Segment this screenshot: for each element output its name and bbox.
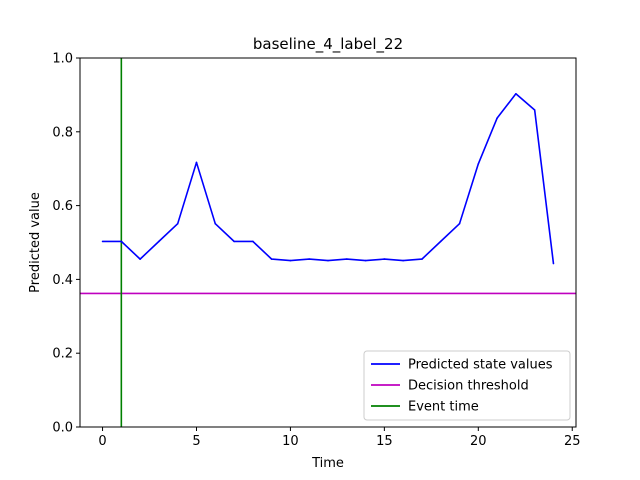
data-point bbox=[345, 258, 348, 260]
data-point bbox=[552, 262, 555, 265]
x-axis-ticks: 0 5 10 15 20 25 bbox=[98, 427, 581, 449]
chart-title: baseline_4_label_22 bbox=[253, 35, 403, 54]
x-axis-label: Time bbox=[311, 456, 344, 471]
data-point bbox=[327, 259, 329, 262]
data-point bbox=[402, 259, 404, 262]
x-tick-label: 15 bbox=[376, 434, 393, 449]
data-point bbox=[533, 109, 536, 111]
x-tick-label: 25 bbox=[564, 434, 581, 449]
legend-label: Predicted state values bbox=[408, 358, 553, 373]
y-tick-label: 1.0 bbox=[52, 52, 73, 67]
legend: Predicted state values Decision threshold… bbox=[363, 350, 571, 421]
data-point bbox=[364, 259, 367, 262]
data-point bbox=[496, 117, 498, 119]
legend-box bbox=[363, 350, 571, 421]
plot-frame bbox=[79, 57, 577, 428]
y-axis-label: Predicted value bbox=[28, 192, 43, 293]
chart-marks bbox=[80, 58, 576, 427]
data-point bbox=[139, 258, 141, 260]
y-tick-label: 0.2 bbox=[52, 347, 73, 362]
y-tick-label: 0.4 bbox=[52, 273, 73, 288]
x-tick-label: 0 bbox=[98, 434, 106, 449]
data-point bbox=[214, 222, 217, 225]
y-tick-label: 0.6 bbox=[52, 199, 73, 214]
data-point bbox=[383, 258, 386, 260]
data-point bbox=[289, 259, 292, 262]
data-point bbox=[439, 240, 442, 243]
data-point bbox=[270, 258, 273, 260]
y-axis-ticks: 0.0 0.2 0.4 0.6 0.8 1.0 bbox=[52, 52, 80, 436]
x-tick-label: 10 bbox=[282, 434, 299, 449]
data-point bbox=[308, 258, 311, 260]
plot-area bbox=[79, 57, 577, 428]
data-point bbox=[233, 240, 235, 243]
x-tick-label: 5 bbox=[192, 434, 200, 449]
data-point bbox=[421, 258, 423, 260]
legend-label: Event time bbox=[408, 400, 479, 415]
y-tick-label: 0.8 bbox=[52, 125, 73, 140]
y-tick-label: 0.0 bbox=[52, 421, 73, 436]
data-point bbox=[252, 240, 254, 243]
data-point bbox=[458, 222, 461, 225]
data-point bbox=[515, 92, 517, 95]
x-tick-label: 20 bbox=[470, 434, 487, 449]
data-point bbox=[195, 161, 198, 164]
data-point bbox=[158, 240, 160, 243]
data-point bbox=[120, 240, 123, 243]
data-point bbox=[101, 240, 104, 243]
data-point bbox=[176, 222, 179, 225]
legend-label: Decision threshold bbox=[408, 379, 529, 394]
data-point bbox=[477, 163, 480, 165]
